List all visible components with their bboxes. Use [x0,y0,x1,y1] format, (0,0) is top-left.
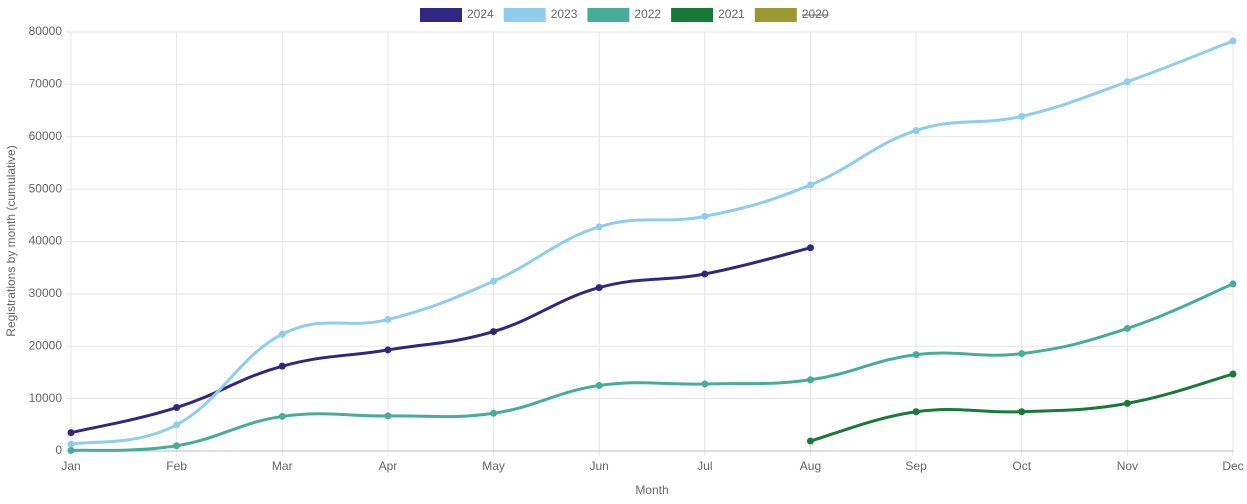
series-line [70,39,1234,446]
series-line [70,282,1234,452]
data-point [912,351,920,359]
legend-swatch [754,8,797,22]
x-tick-label: Mar [272,459,293,473]
y-tick-label: 10000 [29,391,63,405]
x-tick-label: Jun [590,459,609,473]
x-tick-label: Apr [379,459,398,473]
data-point [1123,324,1131,332]
legend-label: 2020 [802,7,829,21]
data-point [490,328,498,336]
data-point [67,446,75,454]
data-point [384,316,392,324]
data-point [806,244,814,252]
x-tick-label: Aug [800,459,821,473]
data-point [173,421,181,429]
data-point [490,409,498,417]
data-point [701,212,709,220]
data-point [595,284,603,292]
data-point [384,412,392,420]
y-axis-label: Registrations by month (cumulative) [4,145,18,336]
x-tick-label: Jan [61,459,80,473]
y-tick-label: 40000 [29,234,63,248]
legend-swatch [671,8,714,22]
data-point [701,380,709,388]
data-point [595,223,603,231]
y-tick-label: 60000 [29,129,63,143]
y-tick-label: 30000 [29,286,63,300]
data-point [278,412,286,420]
x-tick-label: Oct [1012,459,1031,473]
data-point [1123,399,1131,407]
data-point [806,181,814,189]
legend-label: 2024 [467,7,494,21]
data-point [1229,370,1237,378]
data-point [278,330,286,338]
legend-label: 2023 [551,7,578,21]
data-point [67,440,75,448]
data-point [806,376,814,384]
x-axis-label: Month [635,483,668,497]
y-tick-label: 20000 [29,338,63,352]
data-point [595,382,603,390]
x-tick-label: Dec [1222,459,1243,473]
data-point [1018,112,1026,120]
y-tick-label: 80000 [29,24,63,38]
data-point [701,270,709,278]
data-point [912,408,920,416]
data-point [384,346,392,354]
data-point [1229,280,1237,288]
data-point [806,437,814,445]
data-point [173,404,181,412]
data-point [1018,350,1026,358]
series-line [70,246,811,435]
data-point [67,429,75,437]
data-point [1229,37,1237,45]
y-tick-label: 50000 [29,181,63,195]
data-point [173,442,181,450]
legend-swatch [420,8,462,22]
data-point [1123,78,1131,86]
x-tick-label: Jul [697,459,712,473]
y-tick-label: 70000 [29,77,63,91]
legend-swatch [587,8,630,22]
data-point [912,126,920,134]
data-point [278,362,286,370]
x-tick-label: Feb [166,459,187,473]
legend-swatch [503,8,546,22]
x-tick-label: Nov [1117,459,1138,473]
data-point [490,277,498,285]
x-tick-label: Sep [905,459,927,473]
legend-label: 2022 [634,7,661,21]
legend-label: 2021 [718,7,745,21]
data-point [1018,408,1026,416]
x-tick-label: May [482,459,505,473]
y-tick-label: 0 [55,443,62,457]
